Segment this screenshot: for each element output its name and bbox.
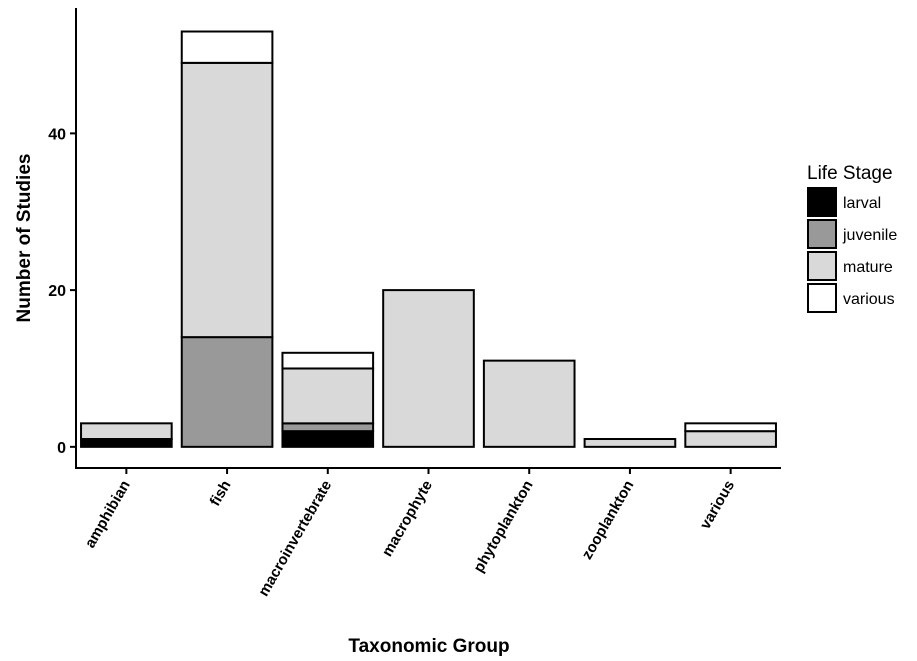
bar-amphibian-mature	[80, 422, 173, 440]
legend-key-larval	[807, 187, 837, 217]
bar-phytoplankton-mature	[482, 359, 576, 448]
bar-macroinvertebrate-mature	[281, 367, 375, 425]
legend-items: larval juvenile mature various	[807, 187, 897, 313]
y-axis-title: Number of Studies	[14, 154, 35, 323]
bar-macroinvertebrate-juvenile	[281, 422, 375, 433]
y-tick-label: 20	[48, 283, 66, 300]
x-tick-label: macrophyte	[379, 478, 436, 560]
bar-stack-fish	[180, 30, 274, 448]
bar-various-mature	[684, 430, 777, 448]
y-ticks: 0 20 40	[48, 126, 76, 457]
bar-stack-zooplankton	[583, 438, 677, 448]
bars-layer	[80, 30, 777, 448]
y-tick-label: 40	[48, 126, 66, 143]
bar-stack-amphibian	[80, 422, 173, 448]
legend-title: Life Stage	[807, 163, 893, 184]
bar-zooplankton-mature	[583, 438, 677, 448]
x-axis-title: Taxonomic Group	[348, 636, 509, 656]
legend: Life Stage larval juvenile mature various	[807, 163, 897, 313]
bar-stack-macroinvertebrate	[281, 351, 375, 448]
y-tick-label: 0	[57, 440, 66, 457]
bar-fish-mature	[180, 61, 274, 339]
bar-macroinvertebrate-larval	[281, 430, 375, 448]
bar-amphibian-larval	[80, 438, 173, 448]
x-tick-label: macroinvertebrate	[255, 478, 335, 600]
legend-key-mature	[807, 251, 837, 281]
bar-stack-phytoplankton	[482, 359, 576, 448]
legend-label-various: various	[843, 291, 895, 308]
legend-label-juvenile: juvenile	[842, 227, 897, 244]
x-tick-label: zooplankton	[579, 478, 638, 563]
legend-label-larval: larval	[843, 195, 881, 212]
x-tick-label: various	[697, 478, 738, 533]
bar-stack-various	[684, 422, 777, 448]
bar-stack-macrophyte	[382, 289, 475, 448]
x-ticks: amphibian fish macroinvertebrate macrophyte…	[82, 468, 738, 600]
bar-macrophyte-mature	[382, 289, 475, 448]
bar-fish-juvenile	[180, 336, 274, 448]
bar-various-various	[684, 422, 777, 433]
x-tick-label: amphibian	[82, 478, 134, 551]
x-tick-label: phytoplankton	[470, 478, 536, 576]
legend-label-mature: mature	[843, 259, 893, 276]
x-tick-label: fish	[206, 478, 234, 510]
bar-fish-various	[180, 30, 274, 64]
bar-macroinvertebrate-various	[281, 351, 375, 370]
legend-key-various	[807, 283, 837, 313]
legend-key-juvenile	[807, 219, 837, 249]
